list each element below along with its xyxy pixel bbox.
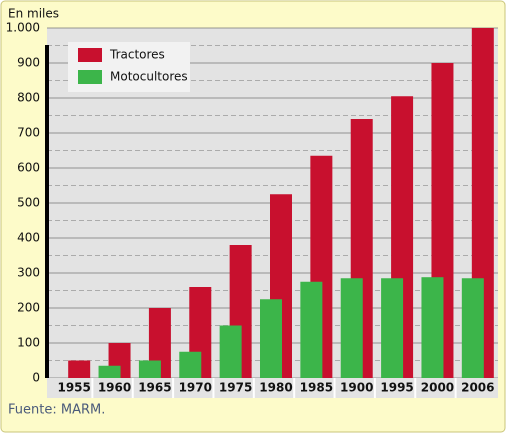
y-tick-label: 200 [17, 301, 40, 315]
y-tick-label: 700 [17, 126, 40, 140]
y-tick-label: 0 [32, 371, 40, 385]
legend-swatch [78, 48, 102, 62]
x-tick-label: 1955 [57, 381, 90, 395]
x-tick-label: 2006 [461, 381, 494, 395]
x-tick-label: 2000 [421, 381, 454, 395]
y-tick-label: 100 [17, 336, 40, 350]
y-tick-label: 600 [17, 161, 40, 175]
x-tick-label: 1995 [380, 381, 413, 395]
y-tick-label: 400 [17, 231, 40, 245]
bar [461, 278, 484, 378]
x-tick-label: 1975 [219, 381, 252, 395]
legend-swatch [78, 70, 102, 84]
x-tick-label: 1965 [138, 381, 171, 395]
bar [219, 325, 242, 378]
bar [300, 281, 323, 378]
x-tick-label: 1970 [179, 381, 212, 395]
y-tick-label: 300 [17, 266, 40, 280]
unit-label: En miles [8, 7, 59, 21]
bar [421, 277, 444, 378]
y-tick-label: 1.000 [6, 21, 40, 35]
x-tick-label: 1985 [300, 381, 333, 395]
bar [138, 360, 161, 378]
y-tick-label: 800 [17, 91, 40, 105]
x-tick-label: 1900 [340, 381, 373, 395]
legend-label: Tractores [109, 48, 165, 62]
bar [179, 351, 202, 378]
bar [381, 278, 404, 378]
x-label-row [47, 378, 498, 398]
bar [98, 365, 121, 378]
x-tick-label: 1980 [259, 381, 292, 395]
source: Fuente: MARM. [8, 403, 105, 418]
y-tick-label: 500 [17, 196, 40, 210]
bar [68, 360, 91, 378]
y-tick-label: 900 [17, 56, 40, 70]
legend-label: Motocultores [110, 70, 188, 84]
bar [340, 278, 363, 378]
bar [260, 299, 282, 378]
x-tick-label: 1960 [98, 381, 131, 395]
